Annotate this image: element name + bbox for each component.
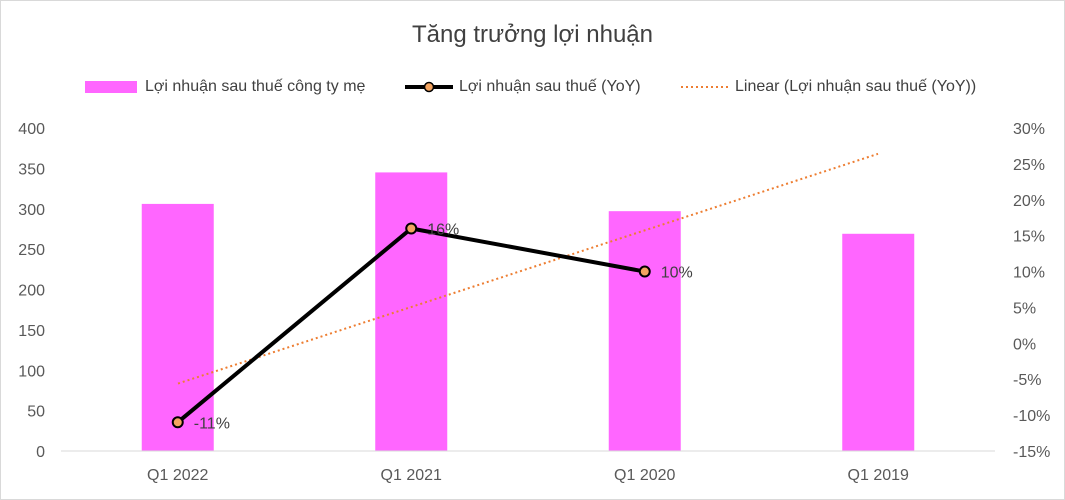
y-left-tick-label: 400: [18, 121, 45, 138]
legend-label-trendline: Linear (Lợi nhuận sau thuế (YoY)): [735, 78, 977, 95]
x-tick-label: Q1 2021: [381, 467, 442, 484]
y-left-tick-label: 300: [18, 202, 45, 219]
y-right-tick-label: 25%: [1013, 157, 1045, 174]
y-right-tick-label: 10%: [1013, 265, 1045, 282]
y-left-tick-label: 200: [18, 283, 45, 300]
legend-item-bar: Lợi nhuận sau thuế công ty mẹ: [85, 75, 365, 99]
y-right-tick-label: 20%: [1013, 193, 1045, 210]
legend-item-line: Lợi nhuận sau thuế (YoY): [403, 75, 641, 99]
y-left-tick-label: 250: [18, 242, 45, 259]
y-right-tick-label: -15%: [1013, 444, 1050, 461]
bar-3: [842, 233, 915, 451]
yoy-data-label-2: 10%: [661, 265, 693, 282]
trendline: [177, 152, 879, 385]
legend-item-trendline: Linear (Lợi nhuận sau thuế (YoY)): [679, 75, 976, 99]
y-right-tick-label: 15%: [1013, 229, 1045, 246]
y-left-tick-label: 100: [18, 363, 45, 380]
legend-label-line: Lợi nhuận sau thuế (YoY): [459, 78, 641, 95]
chart-title: Tăng trưởng lợi nhuận: [411, 21, 653, 48]
yoy-marker-0: [171, 416, 184, 429]
yoy-data-label-1: 16%: [427, 221, 459, 238]
y-left-tick-label: 0: [36, 444, 45, 461]
x-tick-label: Q1 2020: [614, 467, 675, 484]
legend-swatch-bar: [85, 81, 137, 93]
y-right-tick-label: 30%: [1013, 121, 1045, 138]
bar-0: [141, 203, 214, 451]
yoy-marker-1: [405, 222, 418, 235]
yoy-data-label-0: -11%: [194, 415, 230, 432]
legend-swatch-trendline: [681, 86, 729, 88]
bar-2: [608, 211, 681, 451]
legend: Lợi nhuận sau thuế công ty mẹ Lợi nhuận …: [1, 75, 1064, 99]
y-right-tick-label: 5%: [1013, 300, 1036, 317]
y-left-tick-label: 50: [27, 404, 45, 421]
y-left-tick-label: 150: [18, 323, 45, 340]
yoy-marker-2: [638, 265, 651, 278]
legend-label-bar: Lợi nhuận sau thuế công ty mẹ: [145, 78, 366, 95]
x-tick-label: Q1 2022: [147, 467, 208, 484]
y-right-tick-label: -10%: [1013, 408, 1050, 425]
y-right-tick-label: -5%: [1013, 372, 1041, 389]
x-tick-label: Q1 2019: [848, 467, 909, 484]
y-left-tick-label: 350: [18, 161, 45, 178]
legend-swatch-line: [405, 81, 453, 93]
y-right-tick-label: 0%: [1013, 336, 1036, 353]
bar-1: [375, 172, 448, 451]
